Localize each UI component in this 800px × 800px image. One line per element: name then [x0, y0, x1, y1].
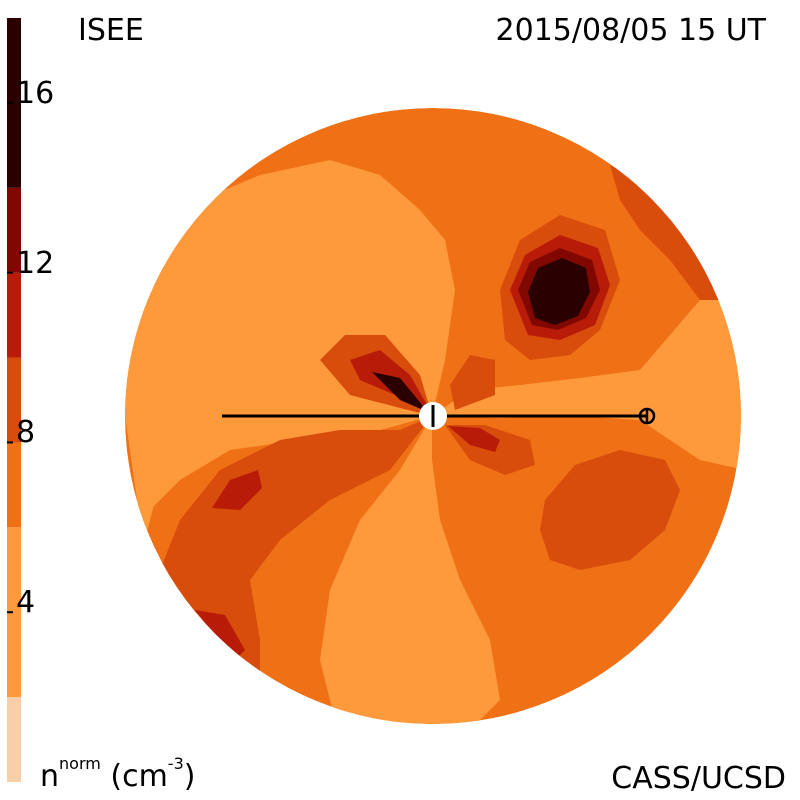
density-region-mid [160, 416, 432, 680]
unit-exponent: -3 [167, 754, 184, 773]
density-region-mid [540, 450, 680, 570]
colorbar-band [7, 357, 21, 443]
unit-superscript: norm [59, 754, 101, 773]
density-region-darkest [372, 372, 428, 412]
colorbar-tick-label: 4 [16, 585, 36, 621]
credit-label: CASS/UCSD [611, 761, 786, 796]
density-region-dark [448, 426, 500, 452]
density-region-mid [450, 355, 495, 410]
colorbar-band [7, 18, 21, 188]
unit-text: (cm [110, 759, 168, 794]
unit-close: ) [183, 759, 196, 794]
observatory-label: ISEE [78, 13, 144, 48]
unit-symbol: n [40, 759, 60, 794]
density-region-dark [195, 610, 245, 660]
timestamp-label: 2015/08/05 15 UT [495, 13, 766, 48]
density-region-light [320, 416, 500, 724]
density-region-darkest [528, 258, 590, 325]
colorbar-band [7, 697, 21, 782]
density-region-dark [212, 470, 262, 510]
colorbar-band [7, 442, 21, 528]
density-region-mid [610, 165, 720, 300]
colorbar-band [7, 187, 21, 273]
colorbar-band [7, 527, 21, 698]
colorbar-tick-label: 12 [16, 245, 55, 281]
colorbar-unit-label: nnorm (cm-3) [40, 756, 196, 794]
density-region-light [432, 300, 741, 470]
colorbar-tick-label: 8 [16, 415, 36, 451]
colorbar-band [7, 272, 21, 358]
colorbar-tick-label: 16 [16, 75, 55, 111]
